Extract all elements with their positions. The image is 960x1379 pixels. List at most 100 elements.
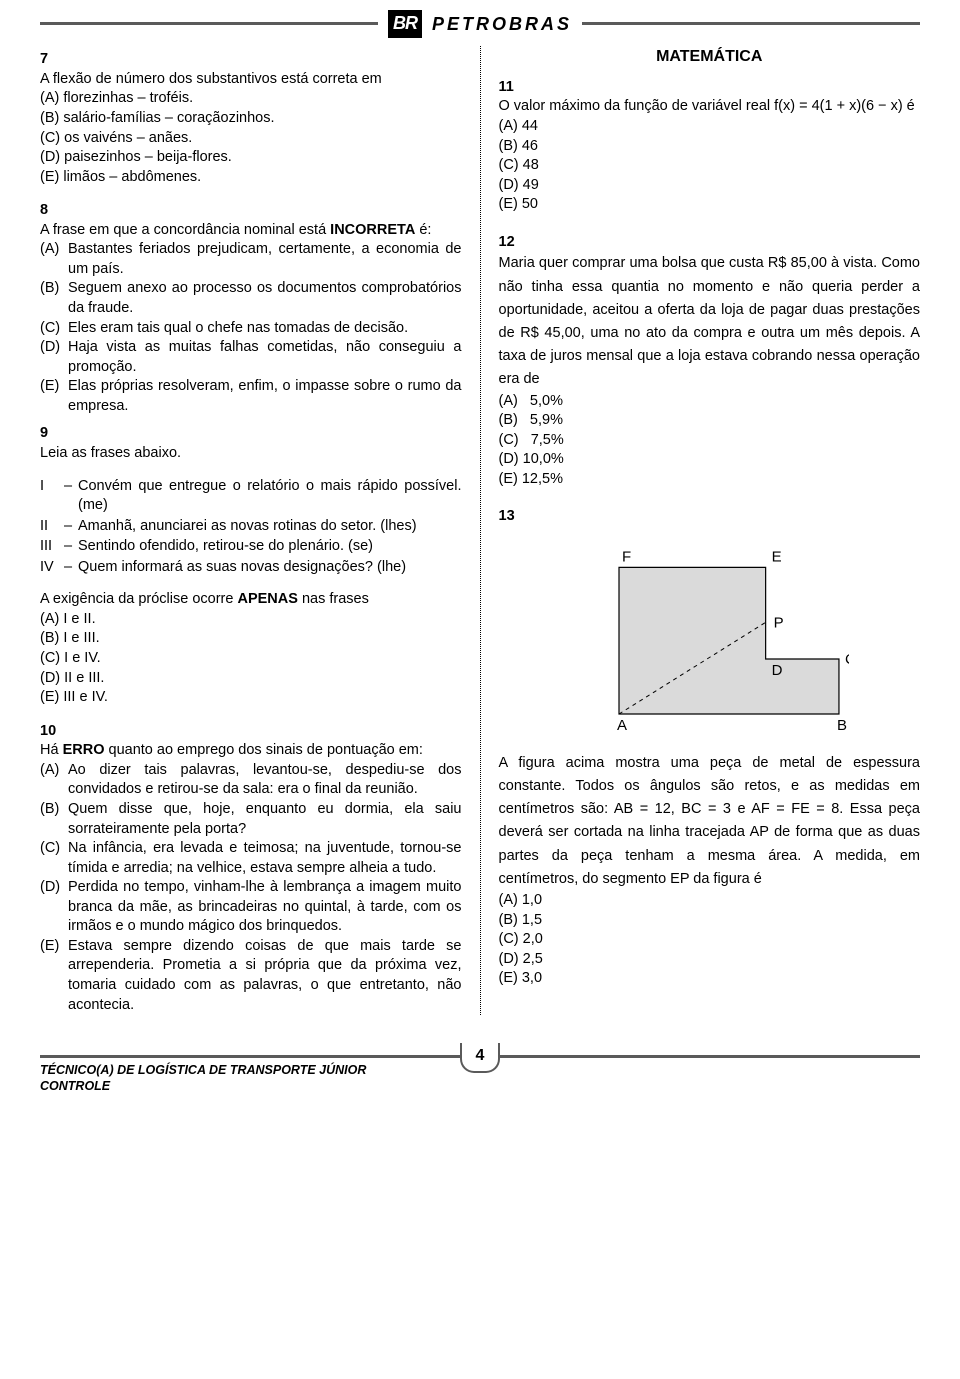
q8-stem-pre: A frase em que a concordância nominal es… [40,222,330,238]
footer-job-line2: CONTROLE [40,1079,366,1095]
svg-text:A: A [617,717,627,734]
q10-opt-d: (D)Perdida no tempo, vinham-lhe à lembra… [40,878,462,937]
svg-text:B: B [837,717,847,734]
q7-opt-b: (B) salário-famílias – coraçãozinhos. [40,109,462,129]
q12-stem: Maria quer comprar uma bolsa que custa R… [499,252,921,391]
q9-opt-b: (B) I e III. [40,629,462,649]
q13-number: 13 [499,507,921,527]
q9-opt-e: (E) III e IV. [40,688,462,708]
page: BR PETROBRAS 7 A flexão de número dos su… [0,0,960,1093]
q9-opt-d: (D) II e III. [40,669,462,689]
q9-iv-label: IV [40,558,64,578]
q10-stem-bold: ERRO [63,742,105,758]
left-column: 7 A flexão de número dos substantivos es… [40,46,480,1015]
q8-opt-b: (B)Seguem anexo ao processo os documento… [40,279,462,318]
q7-stem: A flexão de número dos substantivos está… [40,70,462,90]
footer: 4 TÉCNICO(A) DE LOGÍSTICA DE TRANSPORTE … [40,1045,920,1073]
q7-opt-c: (C) os vaivéns – anães. [40,129,462,149]
q8-opt-c-label: (C) [40,319,68,339]
q10-opt-d-label: (D) [40,878,68,937]
page-number: 4 [460,1043,501,1073]
q9-ii-text: Amanhã, anunciarei as novas rotinas do s… [78,517,462,537]
q9-item-iii: III–Sentindo ofendido, retirou-se do ple… [40,537,462,557]
q10-opt-a-text: Ao dizer tais palavras, levantou-se, des… [68,761,462,800]
svg-text:D: D [772,662,783,679]
q10-opt-c-text: Na infância, era levada e teimosa; na ju… [68,839,462,878]
q12-opt-d: (D) 10,0% [499,450,921,470]
q10-opt-b-text: Quem disse que, hoje, enquanto eu dormia… [68,800,462,839]
q9-iii-text: Sentindo ofendido, retirou-se do plenári… [78,537,462,557]
q7-opt-d: (D) paisezinhos – beija-flores. [40,148,462,168]
logo-wrap: BR PETROBRAS [378,10,582,38]
q9-stem-bold: APENAS [237,591,297,607]
q12-opt-e: (E) 12,5% [499,470,921,490]
q8-opt-e-label: (E) [40,377,68,416]
q13-opt-d: (D) 2,5 [499,950,921,970]
q10-stem-post: quanto ao emprego dos sinais de pontuaçã… [104,742,422,758]
q12-opt-a: (A) 5,0% [499,392,921,412]
q9-i-text: Convém que entregue o relatório o mais r… [78,477,462,516]
q10-opt-c-label: (C) [40,839,68,878]
spacer [40,464,462,476]
q13-opt-c: (C) 2,0 [499,930,921,950]
q8-opt-d: (D)Haja vista as muitas falhas cometidas… [40,338,462,377]
q10-opt-b-label: (B) [40,800,68,839]
q11-opt-d: (D) 49 [499,176,921,196]
svg-text:P: P [774,614,784,631]
q8-stem: A frase em que a concordância nominal es… [40,221,462,241]
q9-intro: Leia as frases abaixo. [40,444,462,464]
q9-stem-pre: A exigência da próclise ocorre [40,591,237,607]
svg-text:F: F [622,548,631,565]
footer-content: 4 [40,1045,920,1073]
q9-item-iv: IV–Quem informará as suas novas designaç… [40,558,462,578]
q10-opt-b: (B)Quem disse que, hoje, enquanto eu dor… [40,800,462,839]
q10-opt-d-text: Perdida no tempo, vinham-lhe à lembrança… [68,878,462,937]
q8-stem-bold: INCORRETA [330,222,415,238]
q11-opt-b: (B) 46 [499,137,921,157]
spacer [40,578,462,590]
q7-number: 7 [40,50,462,70]
q9-item-i: I–Convém que entregue o relatório o mais… [40,477,462,516]
q9-item-ii: II–Amanhã, anunciarei as novas rotinas d… [40,517,462,537]
svg-text:E: E [772,548,782,565]
q10-opt-e-text: Estava sempre dizendo coisas de que mais… [68,937,462,1015]
q9-stem-post: nas frases [298,591,369,607]
q13-figure: FEPDCAB [569,539,849,734]
q9-number: 9 [40,424,462,444]
q8-opt-b-label: (B) [40,279,68,318]
q13-stem: A figura acima mostra uma peça de metal … [499,752,921,891]
q9-opt-c: (C) I e IV. [40,649,462,669]
q10-stem-pre: Há [40,742,63,758]
q11-opt-e: (E) 50 [499,195,921,215]
header: BR PETROBRAS [40,10,920,38]
q10-opt-c: (C)Na infância, era levada e teimosa; na… [40,839,462,878]
q11-opt-c: (C) 48 [499,156,921,176]
q12-opt-c: (C) 7,5% [499,431,921,451]
q8-stem-post: é: [415,222,431,238]
section-title: MATEMÁTICA [499,46,921,68]
q10-opt-e: (E)Estava sempre dizendo coisas de que m… [40,937,462,1015]
q8-opt-a-label: (A) [40,240,68,279]
q8-number: 8 [40,201,462,221]
q13-opt-e: (E) 3,0 [499,969,921,989]
q8-opt-c: (C)Eles eram tais qual o chefe nas tomad… [40,319,462,339]
q8-opt-b-text: Seguem anexo ao processo os documentos c… [68,279,462,318]
q8-opt-e: (E)Elas próprias resolveram, enfim, o im… [40,377,462,416]
q10-opt-e-label: (E) [40,937,68,1015]
q8-opt-a: (A)Bastantes feriados prejudicam, certam… [40,240,462,279]
dash: – [64,537,78,557]
q9-iii-label: III [40,537,64,557]
br-logo: BR [388,10,422,38]
q9-ii-label: II [40,517,64,537]
dash: – [64,517,78,537]
q11-number: 11 [499,78,921,98]
q13-opt-a: (A) 1,0 [499,891,921,911]
q10-stem: Há ERRO quanto ao emprego dos sinais de … [40,741,462,761]
q8-opt-d-label: (D) [40,338,68,377]
q9-opt-a: (A) I e II. [40,610,462,630]
q9-stem: A exigência da próclise ocorre APENAS na… [40,590,462,610]
q10-opt-a-label: (A) [40,761,68,800]
q9-iv-text: Quem informará as suas novas designações… [78,558,462,578]
q10-number: 10 [40,722,462,742]
q9-i-label: I [40,477,64,516]
